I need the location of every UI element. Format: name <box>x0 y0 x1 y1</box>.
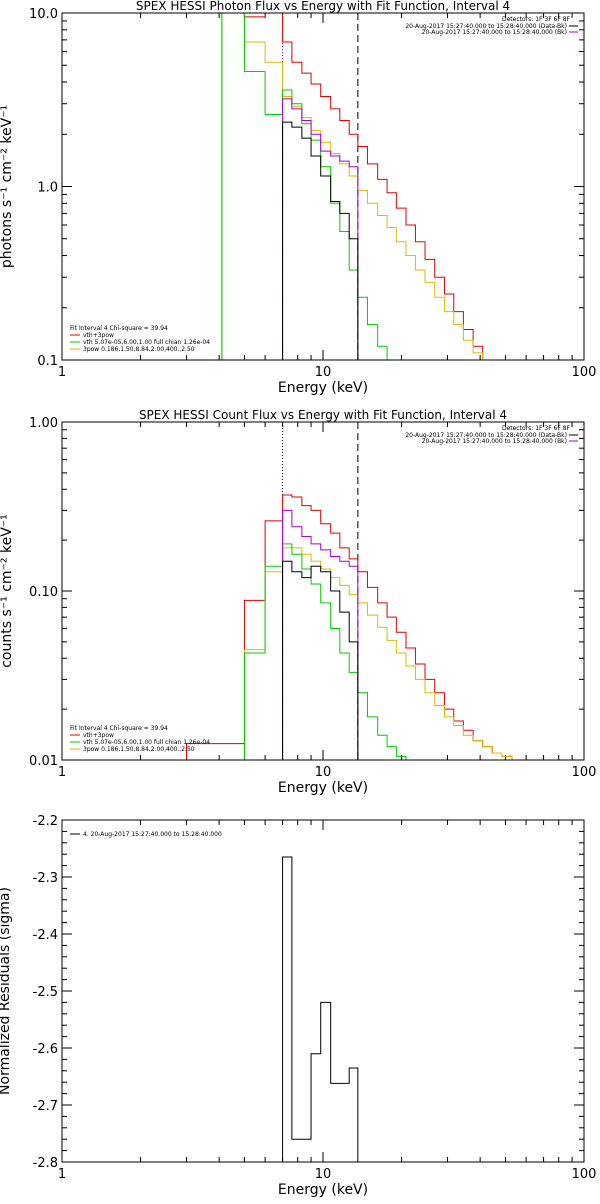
legend: 4. 20-Aug-2017 15:27:40.000 to 15:28:40.… <box>70 831 222 838</box>
y-axis-label: Normalized Residuals (sigma) <box>0 887 13 1095</box>
x-tick-label: 100 <box>572 765 597 780</box>
plot-1: SPEX HESSI Photon Flux vs Energy with Fi… <box>0 0 596 396</box>
x-tick-label: 10 <box>315 765 332 780</box>
y-tick-label: 1.0 <box>37 181 58 196</box>
y-tick-label: -2.7 <box>33 1099 58 1114</box>
series-line-4 <box>282 509 359 760</box>
series-line-1 <box>282 856 359 1162</box>
y-tick-label: 0.1 <box>37 354 58 369</box>
legend-header: Fit Interval 4 Chi-square = 39.94 <box>70 325 168 332</box>
y-ticks <box>62 20 584 361</box>
legend-label: 20-Aug-2017 15:27:40.000 to 15:28:40.000… <box>405 23 567 30</box>
x-ticks <box>61 820 585 1162</box>
legend-header: Detectors: 1F 3F 6F 8F <box>502 16 571 23</box>
legend-label: vth 5.07e-05,6.00,1.00 full chian 1.26e-… <box>83 339 210 346</box>
series-line-2 <box>243 547 533 760</box>
plot-frame <box>61 421 585 761</box>
legend-label: vth+3pow <box>83 332 114 339</box>
y-ticks <box>62 819 584 1163</box>
plot-title: SPEX HESSI Count Flux vs Energy with Fit… <box>139 408 507 422</box>
legend-label: 20-Aug-2017 15:27:40.000 to 15:28:40.000… <box>422 438 567 445</box>
legend-left: Fit Interval 4 Chi-square = 39.94vth+3po… <box>70 725 210 753</box>
legend-label: vth 5.07e-05,6.00,1.00 full chian 1.26e-… <box>83 739 210 746</box>
x-axis-label: Energy (keV) <box>278 780 368 796</box>
x-axis-label: Energy (keV) <box>278 380 368 396</box>
y-tick-label: -2.6 <box>33 1042 58 1057</box>
legend-label: 20-Aug-2017 15:27:40.000 to 15:28:40.000… <box>422 29 567 36</box>
legend-left: Fit Interval 4 Chi-square = 39.94vth+3po… <box>70 325 210 353</box>
legend-label: 3pow 0.186,1.50,8.84,2.00,400.,2.50 <box>83 346 195 353</box>
series-line-5 <box>282 121 359 360</box>
legend-label: 4. 20-Aug-2017 15:27:40.000 to 15:28:40.… <box>83 831 222 838</box>
x-tick-label: 1 <box>58 1167 66 1182</box>
plot-2: SPEX HESSI Count Flux vs Energy with Fit… <box>0 408 596 796</box>
x-tick-label: 100 <box>572 1167 597 1182</box>
x-axis-label: Energy (keV) <box>278 1182 368 1198</box>
plot-frame <box>61 12 585 361</box>
x-tick-label: 1 <box>58 365 66 380</box>
y-axis-label: photons s⁻¹ cm⁻² keV⁻¹ <box>0 105 15 268</box>
legend-label: 3pow 0.186,1.50,8.84,2.00,400.,2.50 <box>83 746 195 753</box>
y-tick-label: 10.0 <box>29 7 58 22</box>
series-line-1 <box>221 13 493 360</box>
plot-frame <box>61 819 585 1163</box>
legend-header: Detectors: 1F 3F 6F 8F <box>502 425 571 432</box>
series-group <box>282 856 359 1162</box>
x-ticks <box>61 13 585 360</box>
y-tick-label: -2.3 <box>33 871 58 886</box>
legend-header: Fit Interval 4 Chi-square = 39.94 <box>70 725 168 732</box>
x-tick-label: 1 <box>58 765 66 780</box>
y-tick-label: -2.8 <box>33 1156 58 1171</box>
y-axis-label: counts s⁻¹ cm⁻² keV⁻¹ <box>0 514 15 668</box>
plot-title: SPEX HESSI Photon Flux vs Energy with Fi… <box>136 0 510 13</box>
series-line-3 <box>221 13 397 360</box>
series-line-1 <box>186 494 533 760</box>
legend-label: vth+3pow <box>83 732 114 739</box>
y-tick-label: -2.4 <box>33 928 58 943</box>
legend-label: 20-Aug-2017 15:27:40.000 to 15:28:40.000… <box>405 432 567 439</box>
y-ticks <box>62 429 584 761</box>
plot-3: 1 10 100 -2.8 -2.7 -2.6 -2.5 -2.4 -2.3 -2.2 Energy… <box>0 814 596 1198</box>
y-tick-label: -2.2 <box>33 814 58 829</box>
x-tick-label: 100 <box>572 365 597 380</box>
series-line-3 <box>243 543 416 760</box>
y-tick-label: -2.5 <box>33 985 58 1000</box>
x-tick-label: 10 <box>315 1167 332 1182</box>
x-ticks <box>61 422 585 760</box>
series-line-5 <box>282 560 359 760</box>
series-group <box>186 494 533 760</box>
y-tick-label: 0.10 <box>29 585 58 600</box>
x-tick-label: 10 <box>315 365 332 380</box>
y-tick-label: 1.00 <box>29 416 58 431</box>
series-group <box>221 13 493 360</box>
series-line-2 <box>221 13 493 360</box>
y-tick-label: 0.01 <box>29 754 58 769</box>
series-line-4 <box>282 98 359 360</box>
